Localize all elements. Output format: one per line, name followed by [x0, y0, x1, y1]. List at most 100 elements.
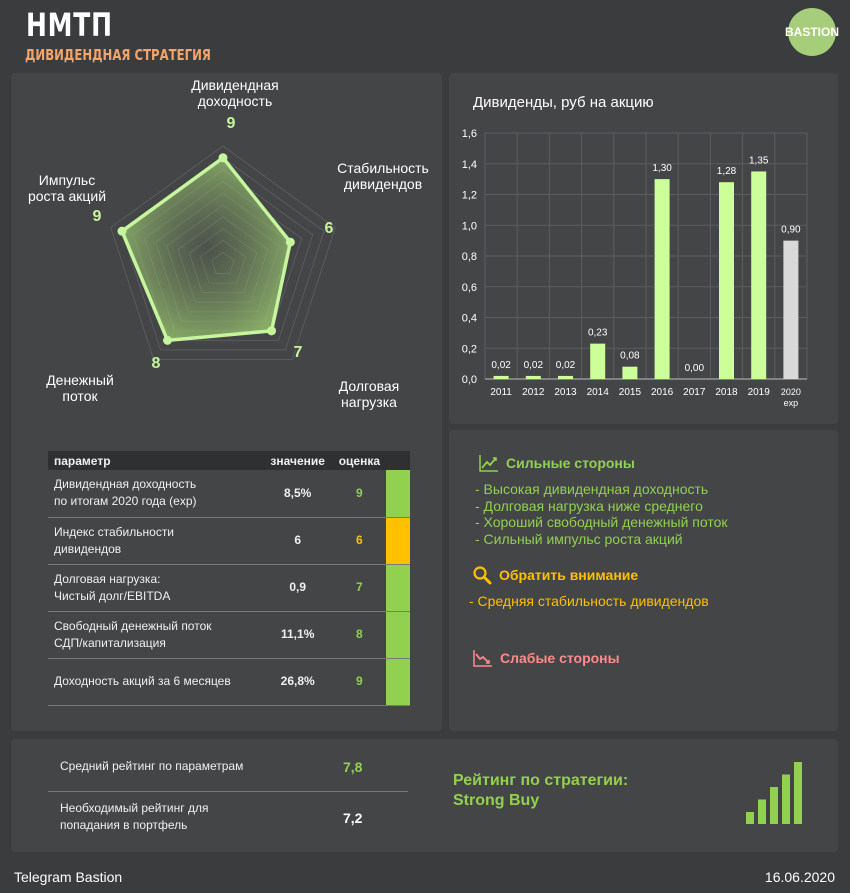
strengths-title: Сильные стороны [506, 455, 635, 471]
radar-axis-score: 8 [152, 355, 161, 372]
param-name-line: Дивидендная доходность [54, 477, 197, 492]
radar-axis-label: нагрузка [341, 394, 397, 410]
param-name: Долговая нагрузка: Чистый долг/EBITDA [48, 564, 263, 612]
param-name-line: Долговая нагрузка: [54, 571, 161, 586]
bar-value-label: 1,35 [749, 155, 769, 166]
radar-axis-label: Стабильность [337, 160, 429, 176]
chart-bar [654, 179, 670, 379]
table-header-row: параметр значение оценка [48, 451, 410, 470]
param-name-line: Чистый долг/EBITDA [54, 588, 171, 603]
bar-value-label: 1,28 [717, 166, 737, 177]
footer-date: 16.06.2020 [764, 869, 835, 885]
chart-bar [719, 182, 734, 379]
param-name-line: СДП/капитализация [54, 635, 166, 650]
x-tick-label: 2018 [715, 387, 738, 398]
radar-axis-label: Дивидендная [191, 77, 279, 93]
param-value: 6 [262, 517, 333, 565]
required-rating-label-line: попадания в портфель [60, 818, 188, 832]
radar-value-polygon [120, 156, 293, 343]
param-name-line: Индекс стабильности [54, 524, 175, 539]
param-name-line: Доходность акций за 6 месяцев [54, 674, 231, 688]
param-value: 11,1% [262, 611, 333, 659]
chart-bar [590, 343, 606, 379]
param-value: 8,5% [262, 470, 333, 518]
note-item: - Долговая нагрузка ниже среднего [475, 497, 703, 514]
attention-title: Обратить внимание [499, 567, 639, 583]
footer-source: Telegram Bastion [14, 869, 123, 885]
radar-point [117, 226, 127, 236]
parameters-table: параметр значение оценка Дивидендная дох… [48, 451, 410, 706]
x-tick-label: 2020 [781, 387, 801, 397]
param-name-line: по итогам 2020 года (exp) [54, 494, 197, 509]
radar-axis-score: 9 [93, 208, 102, 225]
bar-value-label: 0,02 [556, 360, 576, 371]
radar-axis-label: Долговая [339, 378, 400, 394]
chart-title: Дивиденды, руб на акцию [473, 94, 654, 111]
param-name: Индекс стабильности дивидендов [48, 517, 263, 565]
radar-point [285, 237, 295, 247]
x-tick-label: 2019 [748, 387, 771, 398]
radar-point [163, 335, 173, 345]
bar-value-label: 0,02 [524, 360, 544, 371]
note-item: - Сильный импульс роста акций [475, 530, 683, 547]
page-subtitle: ДИВИДЕНДНАЯ СТРАТЕГИЯ [25, 46, 211, 64]
param-name-line: дивидендов [54, 541, 122, 556]
chart-bar [558, 375, 573, 379]
table-row: Доходность акций за 6 месяцев 26,8% 9 [48, 658, 410, 706]
y-tick-label: 0,6 [462, 282, 477, 294]
radar-axis-label: поток [62, 388, 98, 404]
strategy-title: Рейтинг по стратегии: [453, 772, 629, 789]
page-title: НМТП [26, 6, 113, 44]
bar-value-label: 0,02 [491, 360, 511, 371]
param-value: 26,8% [262, 658, 333, 706]
y-tick-label: 0,8 [462, 251, 477, 263]
magnifier-icon [473, 566, 492, 585]
radar-panel: Дивидендная доходность 9 Стабильность дивиде… [11, 73, 442, 731]
strategy-rating: Рейтинг по стратегии: Strong Buy [453, 771, 628, 811]
y-tick-label: 0,2 [462, 343, 477, 355]
score-indicator [386, 470, 410, 518]
rating-panel: Средний рейтинг по параметрам 7,8 Необхо… [11, 739, 838, 852]
bar-value-label: 1,30 [652, 163, 672, 174]
attention-list: - Средняя стабильность дивидендов [469, 593, 709, 610]
param-score: 9 [332, 658, 386, 706]
x-tick-label: 2012 [522, 387, 545, 398]
header-value: значение [262, 451, 333, 470]
param-score: 8 [332, 611, 386, 659]
chart-bar [622, 366, 638, 379]
param-score: 6 [332, 517, 386, 565]
x-tick-label: 2011 [490, 387, 512, 398]
radar-axis-label: роста акций [28, 188, 106, 204]
table-row: Свободный денежный поток СДП/капитализаци… [48, 611, 410, 659]
table-row: Дивидендная доходность по итогам 2020 год… [48, 470, 410, 518]
radar-point [267, 326, 277, 336]
notes-panel: Сильные стороны - Высокая дивидендная до… [449, 430, 838, 731]
y-tick-label: 1,4 [462, 159, 477, 171]
chart-bar [783, 240, 799, 379]
radar-axis-label: Импульс [39, 172, 95, 188]
note-item: - Хороший свободный денежный поток [475, 514, 728, 530]
bastion-logo: BASTION [785, 8, 839, 56]
signal-bar [770, 787, 778, 824]
x-tick-label: 2014 [587, 387, 610, 398]
required-rating-label: Необходимый рейтинг для попадания в порт… [60, 800, 208, 834]
chart-bar [525, 375, 541, 379]
dividends-bar-chart: Дивиденды, руб на акцию 0,0 0,2 0,4 0,6 0,8 1,… [462, 94, 808, 408]
x-tick-label: 2013 [554, 387, 577, 398]
signal-bar [782, 774, 790, 824]
header-param: параметр [48, 451, 263, 470]
score-indicator [386, 564, 410, 612]
radar-axis-label: дивидендов [344, 176, 422, 192]
x-tick-label: exp [784, 398, 799, 408]
strengths-list: - Высокая дивидендная доходность - Долгов… [475, 481, 728, 547]
score-indicator [386, 658, 410, 706]
header-score: оценка [332, 451, 386, 470]
y-tick-label: 0,0 [462, 374, 477, 386]
x-tick-label: 2015 [619, 387, 642, 398]
required-rating-value: 7,2 [343, 810, 363, 826]
weaknesses-heading: Слабые стороны [473, 649, 620, 667]
y-tick-label: 1,6 [462, 128, 477, 140]
radar-point [218, 153, 228, 163]
table-row: Долговая нагрузка: Чистый долг/EBITDA 0,9 7 [48, 564, 410, 612]
